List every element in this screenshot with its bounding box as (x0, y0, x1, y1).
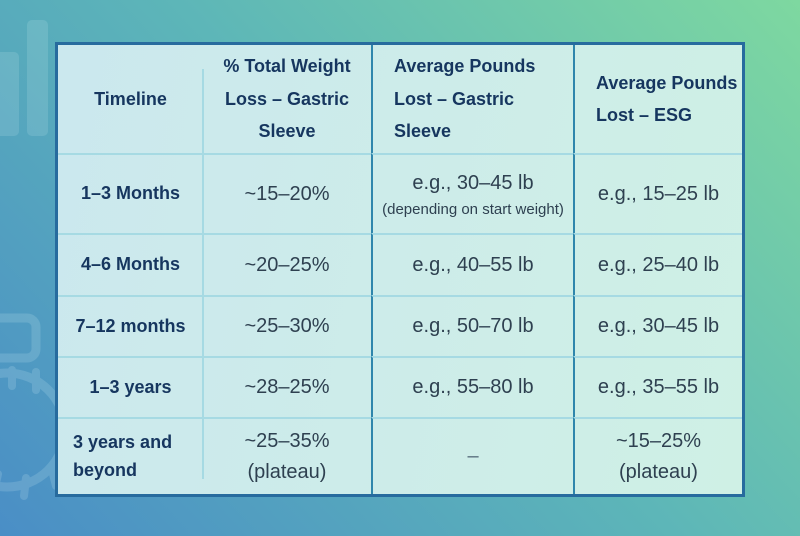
table-row-3-pct: ~25–30% (203, 295, 371, 356)
row-1-timeline-value: 1–3 Months (80, 183, 181, 204)
table-row-4-timeline: 1–3 years (58, 356, 204, 417)
table-row-2-sleeve-lb: e.g., 40–55 lb (371, 233, 573, 295)
table-row-4-sleeve-lb: e.g., 55–80 lb (371, 356, 573, 417)
table-row-2-esg-lb: e.g., 25–40 lb (573, 233, 742, 295)
row-3-esg-lb-value: e.g., 30–45 lb (597, 315, 720, 337)
table-row-1-esg-lb: e.g., 15–25 lb (573, 153, 742, 233)
row-5-esg-lb-value: ~15–25% (plateau) (615, 429, 702, 483)
row-4-timeline-value: 1–3 years (89, 376, 172, 397)
table-row-5-pct: ~25–35% (plateau) (203, 417, 371, 494)
table-row-4-pct: ~28–25% (203, 356, 371, 417)
table-row-4-esg-lb: e.g., 35–55 lb (573, 356, 742, 417)
row-2-sleeve-lb-value: e.g., 40–55 lb (412, 253, 534, 276)
header-avg-pounds-sleeve: Average Pounds Lost – Gastric Sleeve (371, 45, 573, 153)
header-avg-esg-label: Average Pounds Lost – ESG (596, 72, 738, 125)
header-avg-sleeve-label: Average Pounds Lost – Gastric Sleeve (394, 56, 536, 142)
table-row-3-esg-lb: e.g., 30–45 lb (573, 295, 742, 356)
row-1-sleeve-lb-value: e.g., 30–45 lb (412, 171, 534, 194)
row-5-pct-value: ~25–35% (plateau) (244, 429, 330, 483)
row-2-timeline-value: 4–6 Months (80, 254, 181, 275)
row-1-sleeve-lb-note: (depending on start weight) (382, 200, 564, 218)
weight-loss-table: Timeline % Total Weight Loss – Gastric S… (55, 42, 745, 497)
row-5-timeline-value: 3 years and beyond (73, 431, 173, 480)
row-2-pct-value: ~20–25% (244, 253, 330, 276)
table-row-2-timeline: 4–6 Months (58, 233, 204, 295)
row-3-timeline-value: 7–12 months (75, 315, 186, 336)
header-avg-pounds-esg: Average Pounds Lost – ESG (573, 45, 742, 153)
table-row-3-timeline: 7–12 months (58, 295, 204, 356)
table-row-1-pct: ~15–20% (203, 153, 371, 233)
header-timeline-label: Timeline (94, 88, 167, 109)
header-pct-total-weight-loss: % Total Weight Loss – Gastric Sleeve (203, 45, 371, 153)
table-row-1-sleeve-lb: e.g., 30–45 lb (depending on start weigh… (371, 153, 573, 233)
header-pct-label: % Total Weight Loss – Gastric Sleeve (223, 56, 351, 142)
table-row-5-sleeve-lb: – (371, 417, 573, 494)
row-2-esg-lb-value: e.g., 25–40 lb (597, 253, 720, 276)
header-timeline: Timeline (58, 45, 204, 153)
row-4-esg-lb-value: e.g., 35–55 lb (597, 376, 720, 398)
table-row-5-esg-lb: ~15–25% (plateau) (573, 417, 742, 494)
table-row-5-timeline: 3 years and beyond (58, 417, 204, 494)
bar-chart-watermark-icon (0, 20, 48, 136)
row-1-pct-value: ~15–20% (244, 182, 330, 205)
table-row-3-sleeve-lb: e.g., 50–70 lb (371, 295, 573, 356)
row-1-esg-lb-value: e.g., 15–25 lb (597, 182, 720, 205)
table-row-1-timeline: 1–3 Months (58, 153, 204, 233)
row-4-pct-value: ~28–25% (244, 376, 330, 398)
row-3-pct-value: ~25–30% (244, 315, 330, 337)
table-row-2-pct: ~20–25% (203, 233, 371, 295)
row-4-sleeve-lb-value: e.g., 55–80 lb (412, 376, 534, 398)
row-3-sleeve-lb-value: e.g., 50–70 lb (412, 315, 534, 337)
row-5-sleeve-lb-value: – (467, 445, 479, 467)
